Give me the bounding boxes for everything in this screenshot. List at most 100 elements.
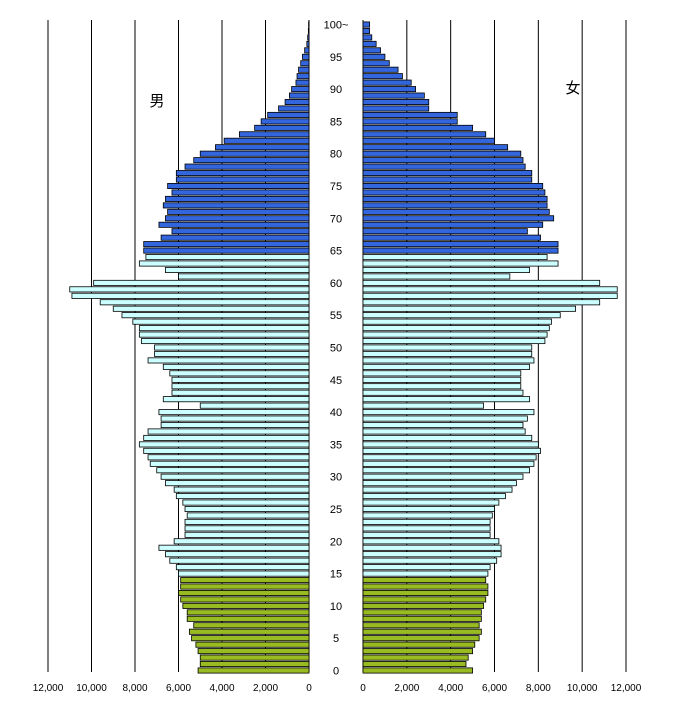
- bar-male-age-49: [154, 350, 310, 357]
- bar-male-age-12: [178, 589, 310, 596]
- bar-female-age-89: [362, 92, 425, 99]
- bar-female-age-44: [362, 383, 522, 390]
- bar-male-age-27: [175, 493, 310, 500]
- age-label: 60: [330, 278, 342, 290]
- bar-male-age-95: [302, 53, 310, 60]
- bar-male-age-54: [132, 318, 310, 325]
- bar-male-age-1: [199, 661, 310, 668]
- bar-female-age-6: [362, 628, 482, 635]
- bar-female-age-51: [362, 338, 546, 345]
- bar-female-age-33: [362, 454, 537, 461]
- x-tick-female: 12,000: [611, 683, 642, 694]
- bar-female-age-65: [362, 247, 559, 254]
- bar-female-age-23: [362, 518, 491, 525]
- bar-female-age-31: [362, 467, 530, 474]
- bar-female-age-78: [362, 163, 526, 170]
- bar-male-age-4: [195, 641, 310, 648]
- bar-male-age-28: [173, 486, 310, 493]
- bar-male-age-42: [162, 396, 310, 403]
- age-label: 75: [330, 181, 342, 193]
- bar-female-age-19: [362, 544, 502, 551]
- bar-male-age-3: [197, 648, 310, 655]
- bar-male-age-79: [193, 157, 310, 164]
- bar-female-age-87: [362, 105, 430, 112]
- bar-male-age-41: [199, 402, 310, 409]
- bar-male-age-14: [180, 577, 310, 584]
- bar-female-age-26: [362, 499, 500, 506]
- bar-male-age-65: [143, 247, 310, 254]
- age-label: 80: [330, 149, 342, 161]
- bar-male-age-7: [193, 622, 310, 629]
- bar-female-age-20: [362, 538, 500, 545]
- x-tick-female: 8,000: [526, 683, 551, 694]
- bar-male-age-51: [141, 338, 310, 345]
- bar-female-age-9: [362, 609, 482, 616]
- bar-female-age-30: [362, 473, 524, 480]
- bar-female-age-40: [362, 409, 535, 416]
- bar-female-age-5: [362, 635, 480, 642]
- age-label: 45: [330, 375, 342, 387]
- bar-male-age-22: [184, 525, 310, 532]
- bar-female-age-88: [362, 99, 430, 106]
- age-label: 0: [333, 666, 339, 678]
- bar-male-age-45: [171, 376, 310, 383]
- bar-male-age-59: [69, 286, 310, 293]
- bar-male-age-72: [162, 202, 310, 209]
- bar-female-age-2: [362, 654, 469, 661]
- x-tick-male: 0: [306, 683, 312, 694]
- bar-male-age-85: [260, 118, 310, 125]
- bar-female-age-58: [362, 292, 618, 299]
- bar-male-age-63: [138, 260, 310, 267]
- bar-male-age-2: [199, 654, 310, 661]
- age-label: 10: [330, 601, 342, 613]
- bar-female-age-46: [362, 370, 522, 377]
- bar-male-age-80: [199, 150, 310, 157]
- bar-female-age-95: [362, 53, 386, 60]
- bar-female-age-77: [362, 170, 533, 177]
- bar-female-age-11: [362, 596, 487, 603]
- bar-female-age-63: [362, 260, 559, 267]
- bar-male-age-50: [154, 344, 310, 351]
- bar-male-age-52: [138, 331, 310, 338]
- bar-male-age-98: [307, 34, 310, 41]
- bar-female-age-17: [362, 557, 498, 564]
- bar-female-age-1: [362, 661, 467, 668]
- bar-male-age-83: [238, 131, 310, 138]
- bar-male-age-73: [165, 195, 310, 202]
- bar-male-age-90: [291, 86, 310, 93]
- age-axis-labels: 0 5 10 15 20 25 30 35 40 45 50 55 60 65 70 75 80 85 90 95 10…: [324, 20, 349, 678]
- age-label: 85: [330, 116, 342, 128]
- bar-female-age-93: [362, 66, 399, 73]
- bar-male-age-47: [162, 363, 310, 370]
- bar-male-age-68: [171, 228, 310, 235]
- bar-male-age-5: [191, 635, 310, 642]
- female-label: 女: [565, 79, 580, 97]
- bar-male-age-0: [197, 667, 310, 674]
- age-label: 25: [330, 504, 342, 516]
- bar-male-age-35: [138, 441, 310, 448]
- x-tick-female: 0: [360, 683, 366, 694]
- bar-male-age-21: [184, 531, 310, 538]
- bar-female-age-83: [362, 131, 487, 138]
- bar-female-age-22: [362, 525, 491, 532]
- bar-female-age-90: [362, 86, 416, 93]
- bar-female-age-75: [362, 182, 544, 189]
- bar-female-age-8: [362, 615, 482, 622]
- bar-female-age-10: [362, 602, 484, 609]
- bar-female-age-100: [362, 21, 370, 28]
- bar-male-age-32: [149, 460, 310, 467]
- bar-male-age-38: [160, 422, 310, 429]
- bar-male-age-56: [112, 305, 310, 312]
- bar-male-age-61: [178, 273, 310, 280]
- bar-male-age-23: [184, 518, 310, 525]
- bar-female-age-27: [362, 493, 506, 500]
- bar-male-age-77: [175, 170, 310, 177]
- bar-female-age-69: [362, 221, 544, 228]
- x-tick-male: 2,000: [253, 683, 278, 694]
- bar-male-age-88: [284, 99, 310, 106]
- bar-male-age-84: [254, 124, 310, 131]
- bar-female-age-66: [362, 241, 559, 248]
- bar-male-age-25: [184, 505, 310, 512]
- bar-male-age-31: [156, 467, 310, 474]
